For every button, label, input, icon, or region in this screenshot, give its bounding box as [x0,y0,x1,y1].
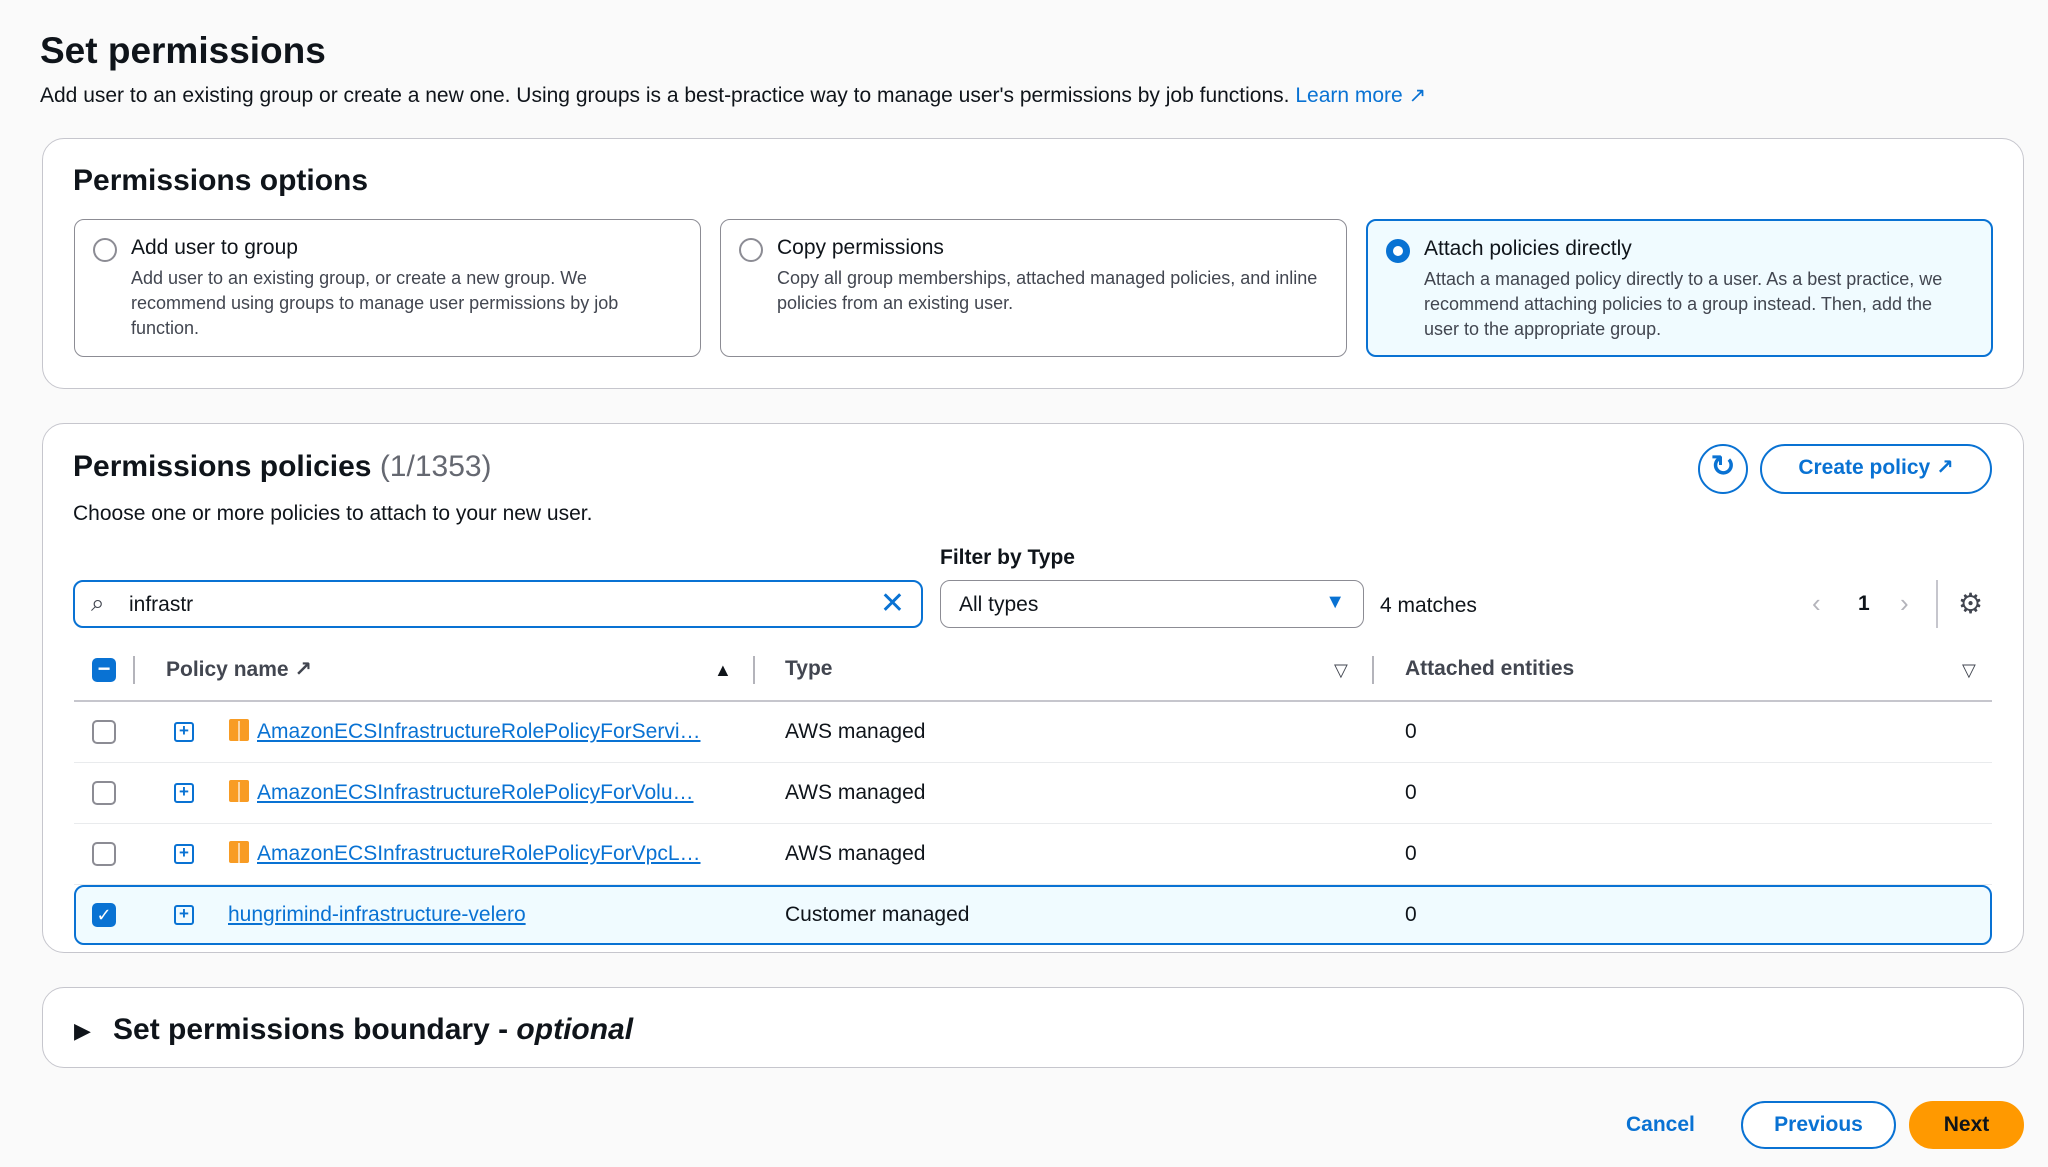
matches-count: 4 matches [1380,594,1477,617]
divider [1936,580,1938,628]
policy-name-link[interactable]: AmazonECSInfrastructureRolePolicyForVpcL… [257,842,701,865]
aws-managed-icon [229,719,249,741]
table-row[interactable]: + AmazonECSInfrastructureRolePolicyForVo… [74,763,1992,824]
external-link-icon: ↗ [1408,84,1427,107]
policies-count: (1/1353) [379,450,492,483]
learn-more-label: Learn more [1295,84,1403,107]
row-checkbox-checked[interactable]: ✓ [92,903,116,927]
aws-managed-icon [229,841,249,863]
permissions-options-title: Permissions options [73,164,369,197]
policy-type: AWS managed [785,781,926,804]
row-checkbox[interactable] [92,781,116,805]
page-number[interactable]: 1 [1858,592,1870,615]
filter-value: All types [959,593,1039,616]
permissions-boundary-panel[interactable] [42,987,2024,1068]
cancel-button[interactable]: Cancel [1626,1113,1695,1136]
description-text: Add user to an existing group or create … [40,84,1290,107]
table-row[interactable]: + AmazonECSInfrastructureRolePolicyForVp… [74,824,1992,885]
policy-search-input[interactable]: ⌕ infrastr ✕ [73,580,923,628]
option-label: Copy permissions [777,236,944,259]
create-policy-button[interactable]: Create policy ↗ [1760,444,1992,494]
policy-type: AWS managed [785,720,926,743]
filter-type-select[interactable]: All types ▼ [940,580,1364,628]
refresh-icon: ↻ [1710,450,1736,483]
column-header-type[interactable]: Type [785,657,833,680]
policy-type: AWS managed [785,842,926,865]
row-checkbox[interactable] [92,720,116,744]
search-icon: ⌕ [91,590,105,617]
expand-icon[interactable]: + [174,844,194,864]
policy-name-link[interactable]: AmazonECSInfrastructureRolePolicyForVolu… [257,781,694,804]
caret-down-icon: ▼ [1325,591,1345,613]
option-description: Attach a managed policy directly to a us… [1424,269,1943,339]
caret-right-icon[interactable]: ▶ [74,1018,91,1043]
radio-button[interactable] [739,238,763,262]
row-checkbox[interactable] [92,842,116,866]
column-header-policy-name[interactable]: Policy name ↗ [166,657,312,682]
expand-icon[interactable]: + [174,722,194,742]
filter-by-type-label: Filter by Type [940,546,1075,569]
policy-name-link[interactable]: hungrimind-infrastructure-velero [228,903,526,926]
attached-entities: 0 [1405,781,1417,804]
page-description: Add user to an existing group or create … [40,83,1426,108]
option-attach-policies-directly[interactable]: Attach policies directly Attach a managed… [1366,219,1993,357]
column-header-attached-entities[interactable]: Attached entities [1405,657,1575,680]
expand-icon[interactable]: + [174,783,194,803]
search-value: infrastr [129,593,194,616]
boundary-title-text: Set permissions boundary - [113,1013,517,1046]
select-all-checkbox[interactable]: − [92,658,116,682]
expand-icon[interactable]: + [174,905,194,925]
gear-icon[interactable]: ⚙ [1958,588,1984,619]
option-label: Add user to group [131,236,298,259]
external-link-icon: ↗ [1936,456,1954,479]
radio-button-selected[interactable] [1386,239,1410,263]
table-row-selected[interactable]: ✓ + hungrimind-infrastructure-velero Cus… [74,885,1992,945]
policy-type: Customer managed [785,903,970,926]
permissions-boundary-title[interactable]: Set permissions boundary - optional [113,1013,633,1047]
table-row[interactable]: + AmazonECSInfrastructureRolePolicyForSe… [74,702,1992,763]
refresh-button[interactable]: ↻ [1698,444,1748,494]
external-link-icon: ↗ [294,658,313,681]
permissions-policies-panel [42,423,2024,953]
previous-button[interactable]: Previous [1741,1101,1896,1149]
option-add-user-to-group[interactable]: Add user to group Add user to an existing… [74,219,701,357]
option-copy-permissions[interactable]: Copy permissions Copy all group membershi… [720,219,1347,357]
option-label: Attach policies directly [1424,237,1632,260]
page-title: Set permissions [40,30,326,71]
chevron-right-icon[interactable]: › [1900,588,1909,618]
learn-more-link[interactable]: Learn more ↗ [1295,84,1426,107]
permissions-policies-title: Permissions policies (1/1353) [73,450,492,484]
option-description: Copy all group memberships, attached man… [777,268,1318,313]
sort-ascending-icon[interactable]: ▲ [714,660,732,680]
create-policy-label: Create policy [1798,456,1931,479]
attached-entities: 0 [1405,720,1417,743]
sort-icon[interactable]: ▽ [1334,660,1348,680]
column-separator [1372,656,1374,684]
next-button[interactable]: Next [1909,1101,2024,1149]
column-label: Policy name [166,658,289,681]
chevron-left-icon[interactable]: ‹ [1812,588,1821,618]
optional-label: optional [516,1013,634,1046]
attached-entities: 0 [1405,842,1417,865]
aws-managed-icon [229,780,249,802]
policies-description: Choose one or more policies to attach to… [73,502,593,525]
column-separator [133,656,135,684]
sort-icon[interactable]: ▽ [1962,660,1976,680]
option-description: Add user to an existing group, or create… [131,268,619,338]
clear-search-icon[interactable]: ✕ [879,587,905,620]
radio-button[interactable] [93,238,117,262]
column-separator [753,656,755,684]
policy-name-link[interactable]: AmazonECSInfrastructureRolePolicyForServ… [257,720,701,743]
policies-title-text: Permissions policies [73,450,372,483]
header-divider [74,700,1992,702]
attached-entities: 0 [1405,903,1417,926]
